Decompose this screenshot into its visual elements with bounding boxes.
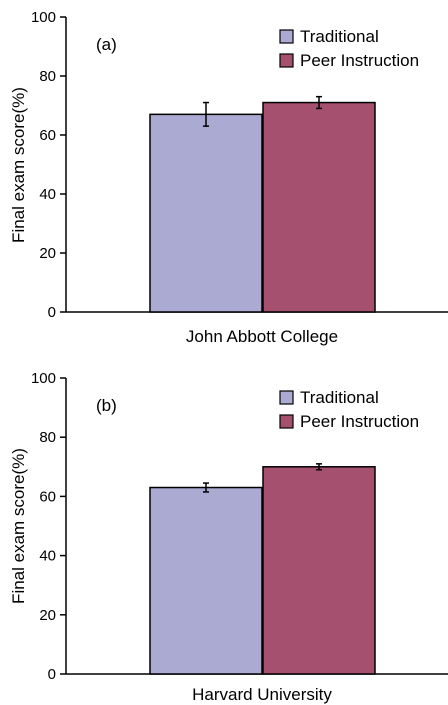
y-tick-label: 0 [48,666,56,683]
y-axis-label: Final exam score(%) [9,87,28,243]
legend-swatch [279,29,294,44]
legend-swatch [279,390,294,405]
y-axis-label: Final exam score(%) [9,448,28,604]
legend: Traditional Peer Instruction [279,27,419,70]
panel-label: (b) [96,396,117,415]
y-ticks: 0 20 40 60 80 100 [31,9,66,321]
x-axis-label: John Abbott College [186,327,338,346]
bar-traditional [149,486,263,675]
chart-panel-a: 0 20 40 60 80 100 (a) Traditional Peer Instruc… [9,9,448,346]
y-tick-label: 40 [39,186,56,203]
bar-peer-instruction [262,466,376,675]
panel-label: (a) [96,35,117,54]
y-tick-label: 100 [31,370,56,387]
legend-swatch [279,414,294,429]
y-tick-label: 80 [39,68,56,85]
bars [149,95,376,313]
y-tick-label: 100 [31,9,56,26]
legend-label: Peer Instruction [300,412,419,431]
bar-peer-instruction [262,101,376,313]
legend-label: Traditional [300,388,379,407]
y-ticks: 0 20 40 60 80 100 [31,370,66,683]
y-tick-label: 40 [39,548,56,565]
y-tick-label: 60 [39,127,56,144]
legend: Traditional Peer Instruction [279,388,419,431]
y-tick-label: 20 [39,607,56,624]
y-tick-label: 60 [39,488,56,505]
y-tick-label: 80 [39,429,56,446]
legend-label: Traditional [300,27,379,46]
y-tick-label: 20 [39,245,56,262]
y-tick-label: 0 [48,304,56,321]
bar-traditional [149,113,263,313]
bars [149,463,376,675]
chart-panel-b: 0 20 40 60 80 100 (b) Traditional Peer Instruc… [9,370,448,704]
legend-swatch [279,53,294,68]
x-axis-label: Harvard University [192,685,332,704]
legend-label: Peer Instruction [300,51,419,70]
